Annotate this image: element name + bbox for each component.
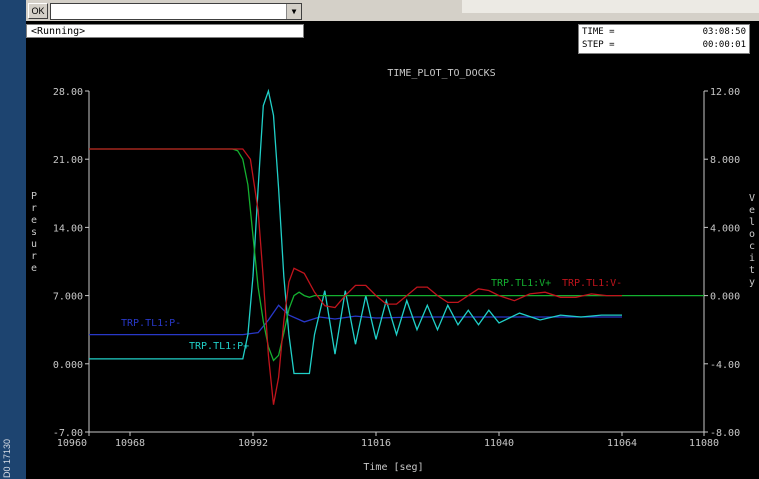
series-label: TRP.TL1:P- <box>121 318 181 329</box>
y-right-tick-label: 4.000 <box>710 223 740 234</box>
y-right-title-char: e <box>749 205 755 216</box>
time-value: 03:08:50 <box>702 27 746 37</box>
plot-window: 10960 10968 10992 11016 11040 11064 11080 28.00… <box>26 21 759 479</box>
x-tick-label: 11064 <box>607 438 637 449</box>
y-left-title-char: e <box>31 263 37 274</box>
y-right-tick-label: 12.00 <box>710 87 740 98</box>
y-right-title-char: y <box>749 277 755 288</box>
command-combo[interactable]: ▼ <box>50 3 302 20</box>
y-right-title-char: i <box>749 253 755 264</box>
series-label: TRP.TL1:V+ <box>491 278 551 289</box>
series-label: TRP.TL1:V- <box>562 278 622 289</box>
time-label: TIME = <box>582 27 615 37</box>
series-label: TRP.TL1:P+ <box>189 341 249 352</box>
y-left-title-char: P <box>31 191 37 202</box>
y-right-tick-label: -4.00 <box>710 360 740 371</box>
y-left-tick-label: 21.00 <box>53 155 83 166</box>
ok-button[interactable]: OK <box>28 3 48 19</box>
side-label: D0 17130 <box>2 438 12 478</box>
time-step-box: TIME = 03:08:50 STEP = 00:00:01 <box>578 24 750 54</box>
y-left-title-char: r <box>31 203 37 214</box>
y-left-tick-label: 7.000 <box>53 292 83 303</box>
y-right-tick-label: 8.000 <box>710 155 740 166</box>
series-line <box>89 304 622 336</box>
series-layer <box>89 88 704 405</box>
y-left-tick-label: 28.00 <box>53 87 83 98</box>
series-line <box>89 148 622 405</box>
toolbar: OK ▼ <box>26 0 759 22</box>
y-right-title-char: t <box>749 265 755 276</box>
series-line <box>89 148 704 362</box>
y-left-title-char: r <box>31 251 37 262</box>
status-box: <Running> <box>26 24 304 38</box>
x-tick-label: 10960 <box>57 438 87 449</box>
dropdown-arrow-icon[interactable]: ▼ <box>286 4 301 19</box>
x-tick-label: 11016 <box>361 438 391 449</box>
series-line <box>89 88 622 375</box>
y-left-title-char: u <box>31 239 37 250</box>
y-right-title-char: l <box>749 217 755 228</box>
command-input[interactable] <box>53 4 281 19</box>
time-plot: 10960 10968 10992 11016 11040 11064 11080 28.00… <box>31 68 755 473</box>
y-right-title-char: c <box>749 241 755 252</box>
y-left-tick-label: 0.000 <box>53 360 83 371</box>
x-axis-title: Time [seg] <box>363 462 423 473</box>
y-right-title-char: V <box>749 193 755 204</box>
y-right-tick-label: -8.00 <box>710 428 740 439</box>
y-right-tick-label: 0.000 <box>710 292 740 303</box>
chart-title: TIME_PLOT_TO_DOCKS <box>387 68 495 79</box>
step-value: 00:00:01 <box>702 40 746 50</box>
side-strip <box>0 0 26 479</box>
toolbar-blank-panel <box>462 0 759 13</box>
step-label: STEP = <box>582 40 615 50</box>
x-tick-label: 11040 <box>484 438 514 449</box>
y-right-title-char: o <box>749 229 755 240</box>
x-tick-label: 10992 <box>238 438 268 449</box>
y-left-tick-label: -7.00 <box>53 428 83 439</box>
y-left-tick-label: 14.00 <box>53 223 83 234</box>
axes: 10960 10968 10992 11016 11040 11064 11080 28.00… <box>53 87 740 449</box>
y-left-title-char: e <box>31 215 37 226</box>
y-left-title-char: s <box>31 227 37 238</box>
x-tick-label: 10968 <box>115 438 145 449</box>
x-tick-label: 11080 <box>689 438 719 449</box>
